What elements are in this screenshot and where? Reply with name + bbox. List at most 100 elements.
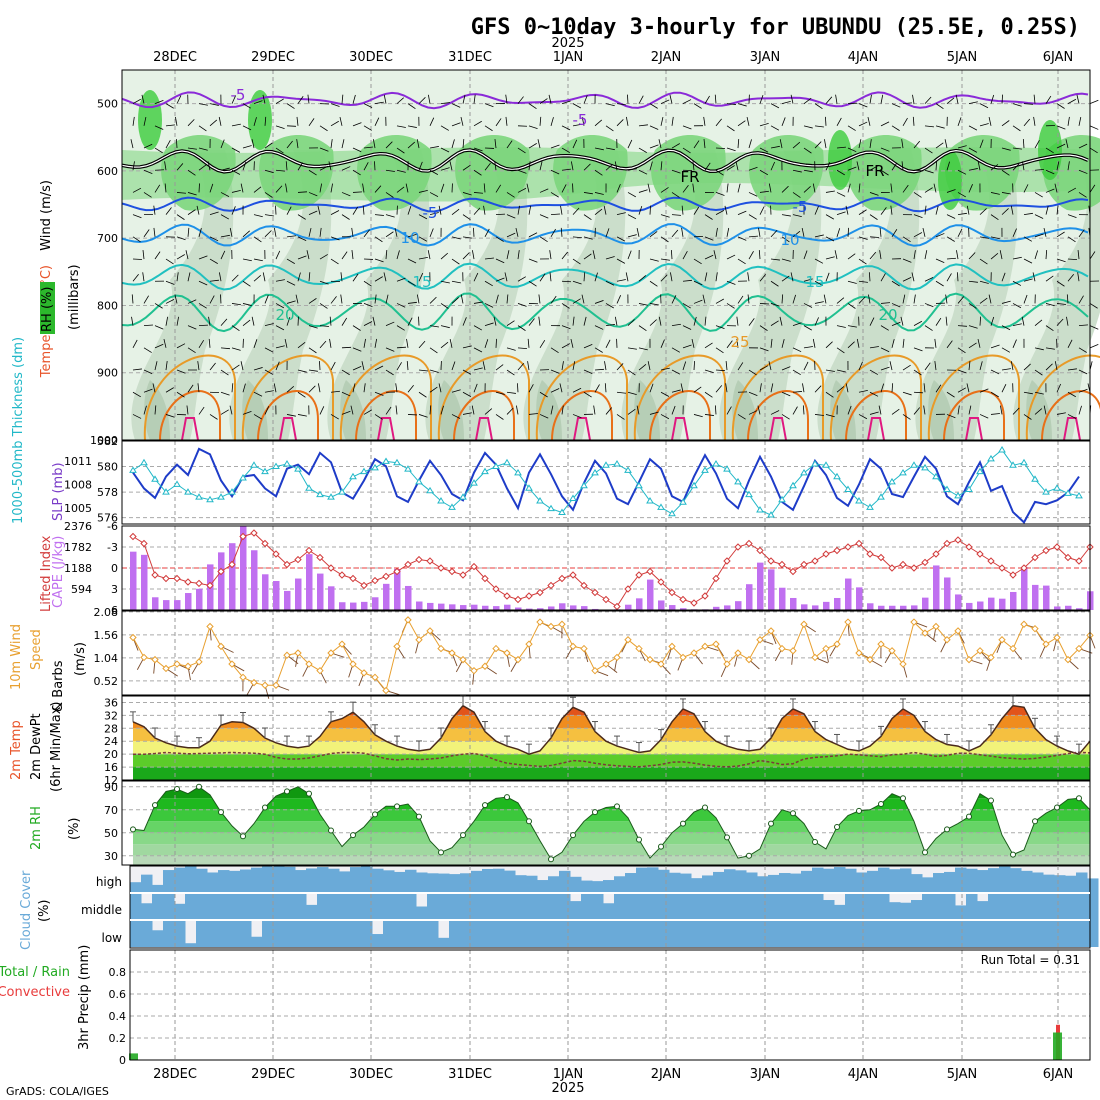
wind-barb (737, 236, 747, 241)
wind-barb (451, 361, 456, 371)
wind-barb (396, 125, 406, 128)
wind-barb (253, 117, 257, 126)
wind10-point (613, 653, 621, 662)
wind-barb (363, 280, 372, 287)
rh-saturated-cell-2 (828, 130, 852, 190)
wind10-point (877, 640, 885, 648)
thickness-point (844, 485, 852, 493)
cloud-high-bar (933, 873, 945, 893)
wind-barb (977, 161, 981, 171)
wind-barb (636, 227, 640, 237)
li-point (734, 543, 742, 551)
wind-barb (264, 347, 274, 353)
cloud-high-bar (834, 867, 846, 893)
wind-barb (847, 303, 856, 309)
wind-barb (1022, 139, 1025, 149)
temp-tick-24: 24 (104, 735, 118, 748)
wind-barb (539, 214, 549, 219)
wind-barb (220, 369, 229, 376)
li-point (382, 572, 390, 581)
wind-barb (451, 122, 461, 127)
wind-barb (504, 272, 508, 282)
wind-barb (594, 192, 604, 195)
wind-barb (638, 364, 647, 371)
wind-barb (781, 294, 784, 304)
cloud-middle-bar (779, 893, 791, 920)
cloud-high-label: high (96, 875, 122, 889)
cloud-low-bar (229, 920, 241, 947)
wind-barb (594, 147, 604, 151)
cape-bar (427, 602, 434, 610)
cloud-low-bar (559, 920, 571, 947)
wind-barb (528, 125, 538, 130)
wind-barb (715, 169, 724, 176)
wind-barb (627, 192, 637, 198)
wind-barb (517, 96, 524, 104)
wind-barb (1012, 228, 1017, 237)
wind-barb (1045, 303, 1055, 307)
thickness-point (514, 468, 522, 476)
thickness-point (316, 490, 324, 498)
wind10-point (459, 655, 467, 664)
contour-minus5 (121, 196, 1089, 213)
wind-barb (924, 205, 927, 215)
cloud-low-bar (757, 920, 769, 947)
cloud-middle-bar (1087, 893, 1099, 920)
wind-barb (605, 147, 615, 151)
cloud-high-bar (438, 873, 450, 893)
wind-barb (418, 272, 424, 282)
wind-barb (528, 384, 534, 393)
cape-bar (966, 602, 973, 610)
wind-barb (220, 318, 228, 326)
wind-barb (154, 405, 157, 415)
cape-bar (240, 526, 247, 610)
wind-barb (825, 116, 827, 126)
wind10-point (437, 644, 445, 653)
cloud-high-bar (867, 870, 879, 893)
cloud-middle-bar (702, 893, 714, 920)
wind-barb (295, 294, 299, 304)
wind-barb (330, 139, 333, 149)
wind-barb (329, 316, 332, 326)
rh2m-point (1032, 818, 1038, 825)
wind-barb (1078, 169, 1088, 174)
cape-bar (174, 600, 181, 610)
tick-600: 600 (97, 165, 118, 178)
li-point (1053, 543, 1061, 551)
thickness-point (855, 497, 863, 504)
cloud-low-bar (625, 920, 637, 947)
thickness-point (261, 467, 269, 475)
wind-barb (935, 233, 945, 238)
wind-barb (836, 297, 845, 304)
wind-barb (1000, 405, 1003, 415)
wind-barb (198, 339, 205, 349)
wind-barb (132, 368, 142, 371)
contour-25-loop (241, 354, 334, 441)
wind-barb (550, 144, 560, 149)
cloud-middle-bar (559, 893, 571, 920)
wind-barb (814, 234, 824, 238)
wind-barb (495, 118, 502, 127)
lifted-index-line (132, 532, 1091, 608)
wind-barb (385, 294, 389, 304)
cloud-middle-bar (515, 893, 527, 920)
wind-barb (240, 361, 244, 371)
cloud-low-bar (900, 920, 912, 947)
wind-barb (394, 227, 398, 237)
wind-barb (858, 280, 868, 283)
wind-barb (979, 123, 989, 127)
wind-barb (592, 250, 596, 260)
rh-lower-band (1026, 380, 1052, 440)
wind-barb (429, 369, 439, 373)
contour-35-loop (475, 417, 493, 441)
wind-barb (209, 362, 216, 371)
wind-barb (1045, 363, 1053, 371)
cloud-low-bar (977, 920, 989, 947)
wind-barb (141, 94, 145, 104)
cape-bar (955, 594, 962, 610)
wind-barb (693, 299, 703, 304)
wind-barb (638, 325, 647, 332)
cloud-high-bar (537, 880, 549, 893)
wind-barb (308, 347, 317, 354)
cloud-high-bar (273, 866, 285, 893)
